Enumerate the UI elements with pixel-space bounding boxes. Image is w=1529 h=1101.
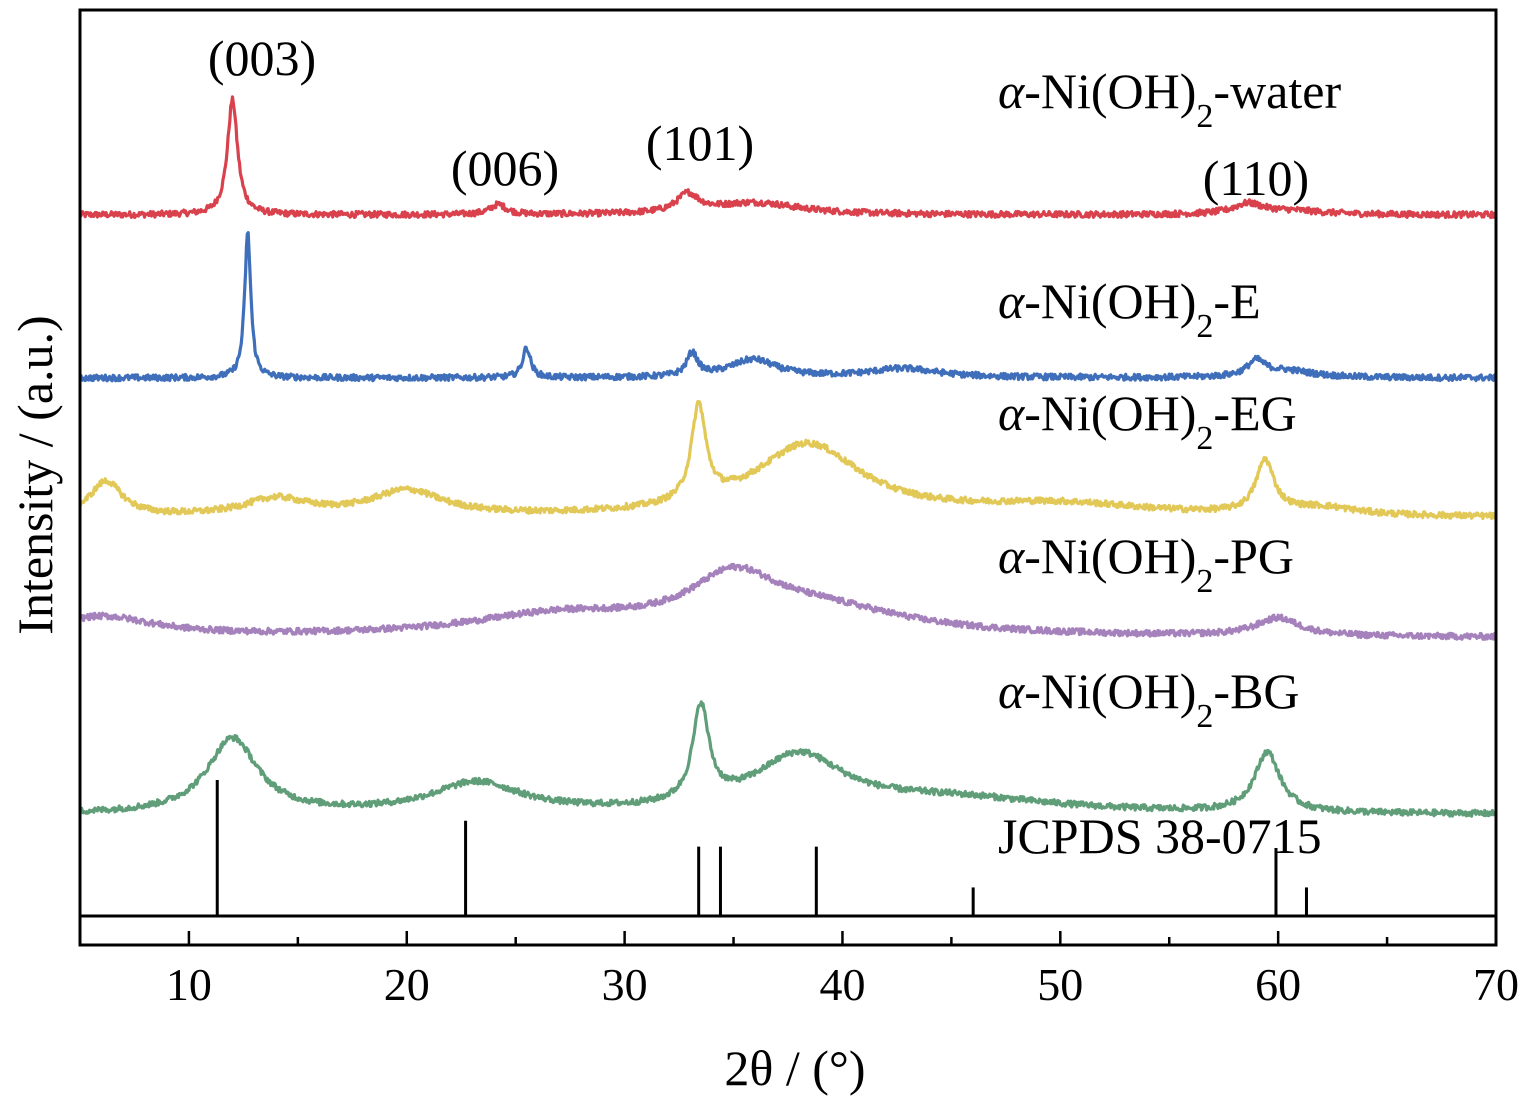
series-line-0 [78, 95, 1498, 220]
peak-label-006: (006) [451, 140, 559, 196]
x-tick-label-40: 40 [819, 959, 865, 1010]
peak-label-101: (101) [646, 115, 754, 171]
series-label-eg: α-Ni(OH)2-EG [998, 385, 1297, 457]
x-tick-label-70: 70 [1473, 959, 1519, 1010]
plot-frame [78, 8, 1498, 947]
series-line-2 [78, 399, 1498, 521]
series-line-1 [79, 231, 1498, 383]
x-tick-label-10: 10 [166, 959, 212, 1010]
series-label-water: α-Ni(OH)2-water [998, 63, 1341, 135]
series-label-pg: α-Ni(OH)2-PG [998, 528, 1294, 600]
xrd-curves [78, 95, 1498, 818]
series-label-e: α-Ni(OH)2-E [998, 273, 1261, 345]
x-tick-label-20: 20 [384, 959, 430, 1010]
x-tick-label-30: 30 [602, 959, 648, 1010]
y-axis-title: Intensity / (a.u.) [7, 315, 63, 634]
peak-label-110: (110) [1203, 150, 1309, 206]
series-label-bg: α-Ni(OH)2-BG [998, 663, 1300, 735]
x-tick-label-50: 50 [1037, 959, 1083, 1010]
x-tick-label-60: 60 [1255, 959, 1301, 1010]
labels: (003) (006) (101) (110) α-Ni(OH)2-water … [7, 30, 1341, 1096]
reference-lines [215, 780, 1308, 916]
series-line-4 [78, 700, 1497, 818]
peak-label-003: (003) [208, 30, 316, 86]
series-line-3 [79, 562, 1498, 641]
axes: 10 20 30 40 50 60 70 [78, 8, 1519, 1010]
reference-label: JCPDS 38-0715 [998, 808, 1322, 864]
x-axis-title: 2θ / (°) [724, 1040, 865, 1096]
